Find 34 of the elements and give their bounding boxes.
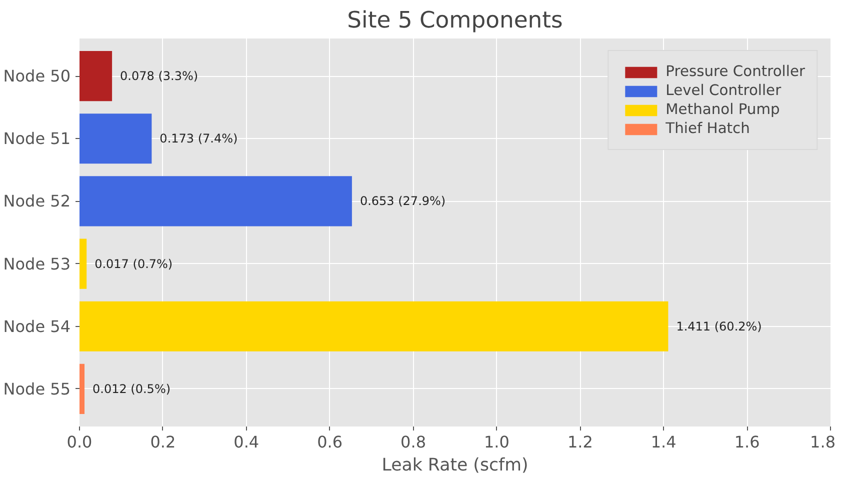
y-tick-label: Node 52	[3, 192, 70, 211]
bar	[80, 238, 87, 289]
x-tick-label: 1.0	[484, 432, 510, 452]
y-tick-label: Node 54	[3, 316, 70, 336]
x-tick-label: 0.2	[150, 432, 176, 452]
x-tick-label: 0.0	[66, 432, 92, 452]
bar	[80, 364, 85, 414]
data-label: 0.012 (0.5%)	[92, 382, 171, 396]
data-label: 0.078 (3.3%)	[120, 69, 198, 84]
legend-label: Level Controller	[666, 82, 782, 99]
x-tick-label: 0.6	[317, 432, 343, 452]
x-tick-label: 1.8	[810, 432, 836, 452]
data-label: 1.411 (60.2%)	[676, 319, 762, 334]
legend-label: Pressure Controller	[666, 63, 805, 80]
legend-label: Methanol Pump	[666, 101, 780, 118]
x-tick-label: 1.2	[567, 432, 593, 452]
chart-title: Site 5 Components	[347, 8, 563, 34]
y-tick-label: Node 50	[3, 66, 70, 86]
x-tick-label: 1.6	[734, 432, 760, 452]
data-label: 0.173 (7.4%)	[160, 132, 238, 146]
bar	[80, 301, 668, 352]
x-tick-label: 1.4	[650, 432, 676, 452]
y-tick-label: Node 53	[3, 254, 70, 274]
y-tick-label: Node 51	[3, 129, 70, 148]
bar	[80, 114, 152, 164]
x-tick-label: 0.8	[400, 432, 426, 452]
y-tick-label: Node 55	[3, 379, 70, 398]
x-tick-label: 0.4	[234, 432, 260, 452]
bar	[80, 51, 112, 102]
legend-label: Thief Hatch	[666, 120, 750, 137]
data-label: 0.017 (0.7%)	[94, 256, 173, 271]
data-label: 0.653 (27.9%)	[360, 194, 446, 208]
x-axis-title: Leak Rate (scfm)	[382, 456, 528, 476]
bar	[80, 176, 352, 226]
